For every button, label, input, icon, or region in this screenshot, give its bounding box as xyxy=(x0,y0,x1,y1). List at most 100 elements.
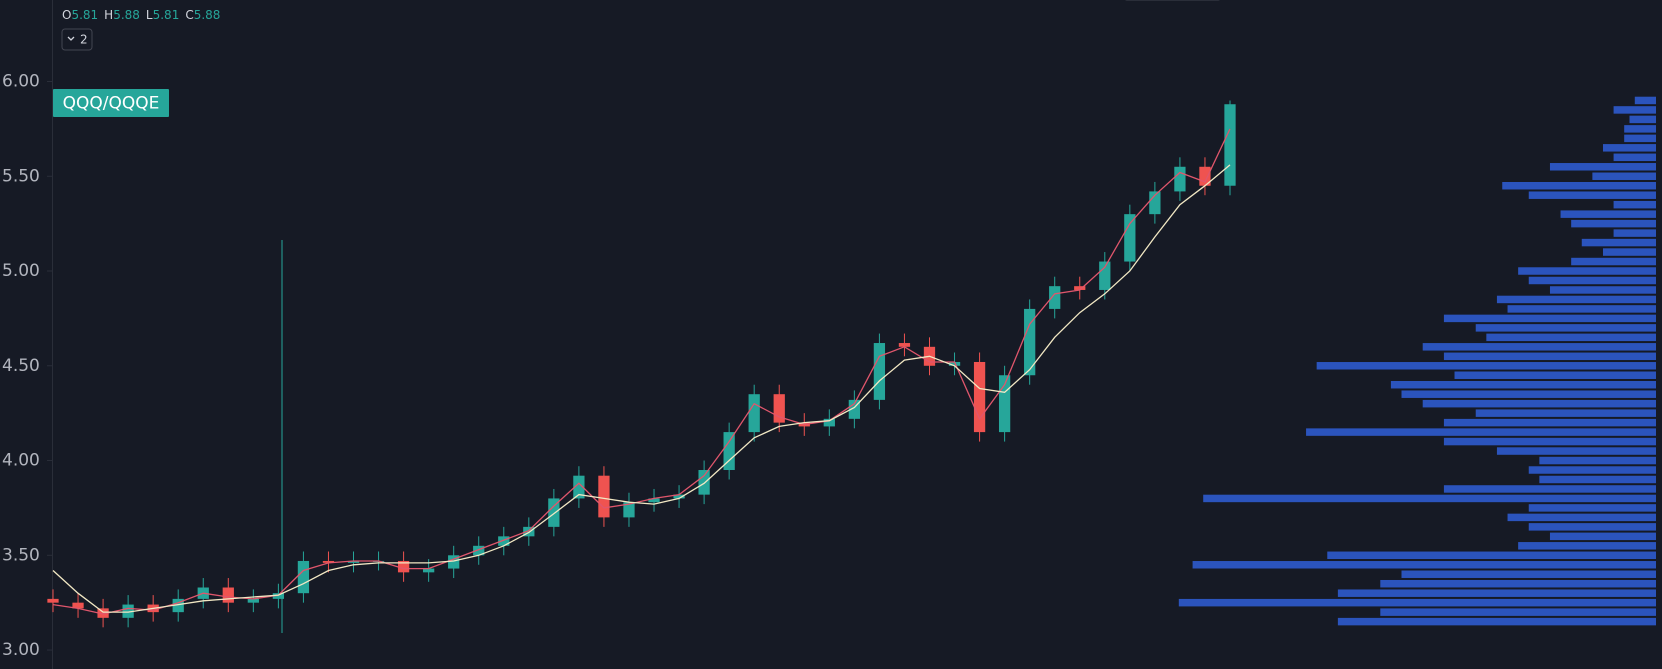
profile-bar xyxy=(1443,485,1656,493)
candle-body xyxy=(297,560,310,594)
profile-bar xyxy=(1613,153,1656,162)
candle-body xyxy=(948,361,961,366)
candle-body xyxy=(848,399,860,419)
candle-body xyxy=(673,494,685,499)
indicator-box[interactable] xyxy=(61,28,93,51)
profile-bar xyxy=(1401,570,1656,578)
indicator-count: 2 xyxy=(80,33,88,47)
candle-body xyxy=(423,568,435,573)
profile-bar xyxy=(1613,229,1656,237)
candle-body xyxy=(1174,166,1186,192)
profile-bar xyxy=(1560,210,1656,218)
profile-bar xyxy=(1518,267,1656,275)
candle-body xyxy=(247,598,259,603)
candle-body xyxy=(322,560,335,563)
moving-average-line xyxy=(52,164,1231,613)
ohlc-value: 5.88 xyxy=(194,8,221,22)
ohlc-key: O xyxy=(62,8,71,22)
profile-bar xyxy=(1443,437,1656,446)
candle-body xyxy=(573,475,585,499)
profile-bar xyxy=(1443,418,1656,427)
candle-body xyxy=(1024,308,1036,376)
profile-bar xyxy=(1624,134,1656,143)
candle-body xyxy=(623,502,635,518)
candle-body xyxy=(723,432,735,471)
profile-bar xyxy=(1496,447,1656,455)
candle-body xyxy=(397,560,410,573)
profile-bar xyxy=(1401,390,1656,398)
profile-bar xyxy=(1380,608,1656,616)
profile-bar xyxy=(1528,191,1656,199)
candle-body xyxy=(998,375,1011,433)
ohlc-value: 5.81 xyxy=(71,8,98,22)
profile-bar xyxy=(1528,276,1656,285)
profile-bar xyxy=(1549,163,1656,171)
candle-body xyxy=(1199,166,1211,186)
candle-body xyxy=(873,343,886,400)
candle-body xyxy=(97,608,109,618)
profile-bar xyxy=(1518,542,1656,550)
indicator-toggle[interactable]: 2 xyxy=(61,28,93,51)
symbol-badge xyxy=(53,89,169,117)
profile-bar xyxy=(1316,362,1656,370)
profile-bar xyxy=(1337,617,1656,626)
candle-body xyxy=(347,560,360,563)
profile-bar xyxy=(1475,409,1656,417)
candle-body xyxy=(973,361,986,433)
profile-bar xyxy=(1549,532,1656,541)
profile-bar xyxy=(1422,343,1656,351)
candle-body xyxy=(523,526,535,537)
profile-bar xyxy=(1613,200,1656,209)
profile-bar xyxy=(1486,333,1656,342)
candle-body xyxy=(1099,261,1111,290)
profile-bar xyxy=(1613,106,1656,114)
profile-bar xyxy=(1549,286,1656,294)
profile-bar xyxy=(1327,551,1656,560)
profile-bar xyxy=(1454,371,1656,379)
ohlc-value: 5.81 xyxy=(153,8,180,22)
profile-bar xyxy=(1624,125,1656,133)
profile-bar xyxy=(1178,598,1656,607)
profile-bar xyxy=(1602,248,1656,256)
candle-body xyxy=(898,343,911,347)
candle-body xyxy=(1149,191,1161,215)
chevron-icon xyxy=(67,36,75,41)
profile-bar xyxy=(1203,494,1656,503)
candle-body xyxy=(172,598,184,613)
ohlc-legend: O5.81 H5.88 L5.81 C5.88 xyxy=(62,8,220,22)
candles xyxy=(47,100,1236,628)
ohlc-key: C xyxy=(185,8,193,22)
profile-bar xyxy=(1390,380,1656,389)
profile-bar xyxy=(1528,466,1656,474)
ohlc-value: 5.88 xyxy=(113,8,140,22)
candle-body xyxy=(473,545,485,556)
candle-body xyxy=(72,602,84,609)
profile-bar xyxy=(1592,172,1656,180)
candle-body xyxy=(122,604,134,618)
profile-bar xyxy=(1571,257,1656,266)
profile-bar xyxy=(1634,96,1656,105)
profile-bar xyxy=(1528,504,1656,512)
candle-body xyxy=(698,470,710,495)
moving-average-line xyxy=(52,128,1231,615)
profile-bar xyxy=(1192,561,1656,569)
profile-bar xyxy=(1337,589,1656,597)
candle-body xyxy=(648,498,660,503)
profile-bar xyxy=(1539,456,1656,465)
profile-bar xyxy=(1443,352,1656,361)
ohlc-key: H xyxy=(104,8,113,22)
symbol-label: QQQ/QQQE xyxy=(63,94,160,114)
y-tick-label: 6.00 xyxy=(2,71,40,91)
candle-body xyxy=(748,394,760,433)
candle-body xyxy=(598,475,610,518)
candle-body xyxy=(1049,286,1061,309)
candle-body xyxy=(1124,214,1136,262)
y-tick-label: 4.50 xyxy=(2,356,40,376)
candle-body xyxy=(823,418,835,427)
top-tab xyxy=(1125,0,1220,1)
profile-bar xyxy=(1306,428,1656,436)
profile-bar xyxy=(1528,523,1656,531)
